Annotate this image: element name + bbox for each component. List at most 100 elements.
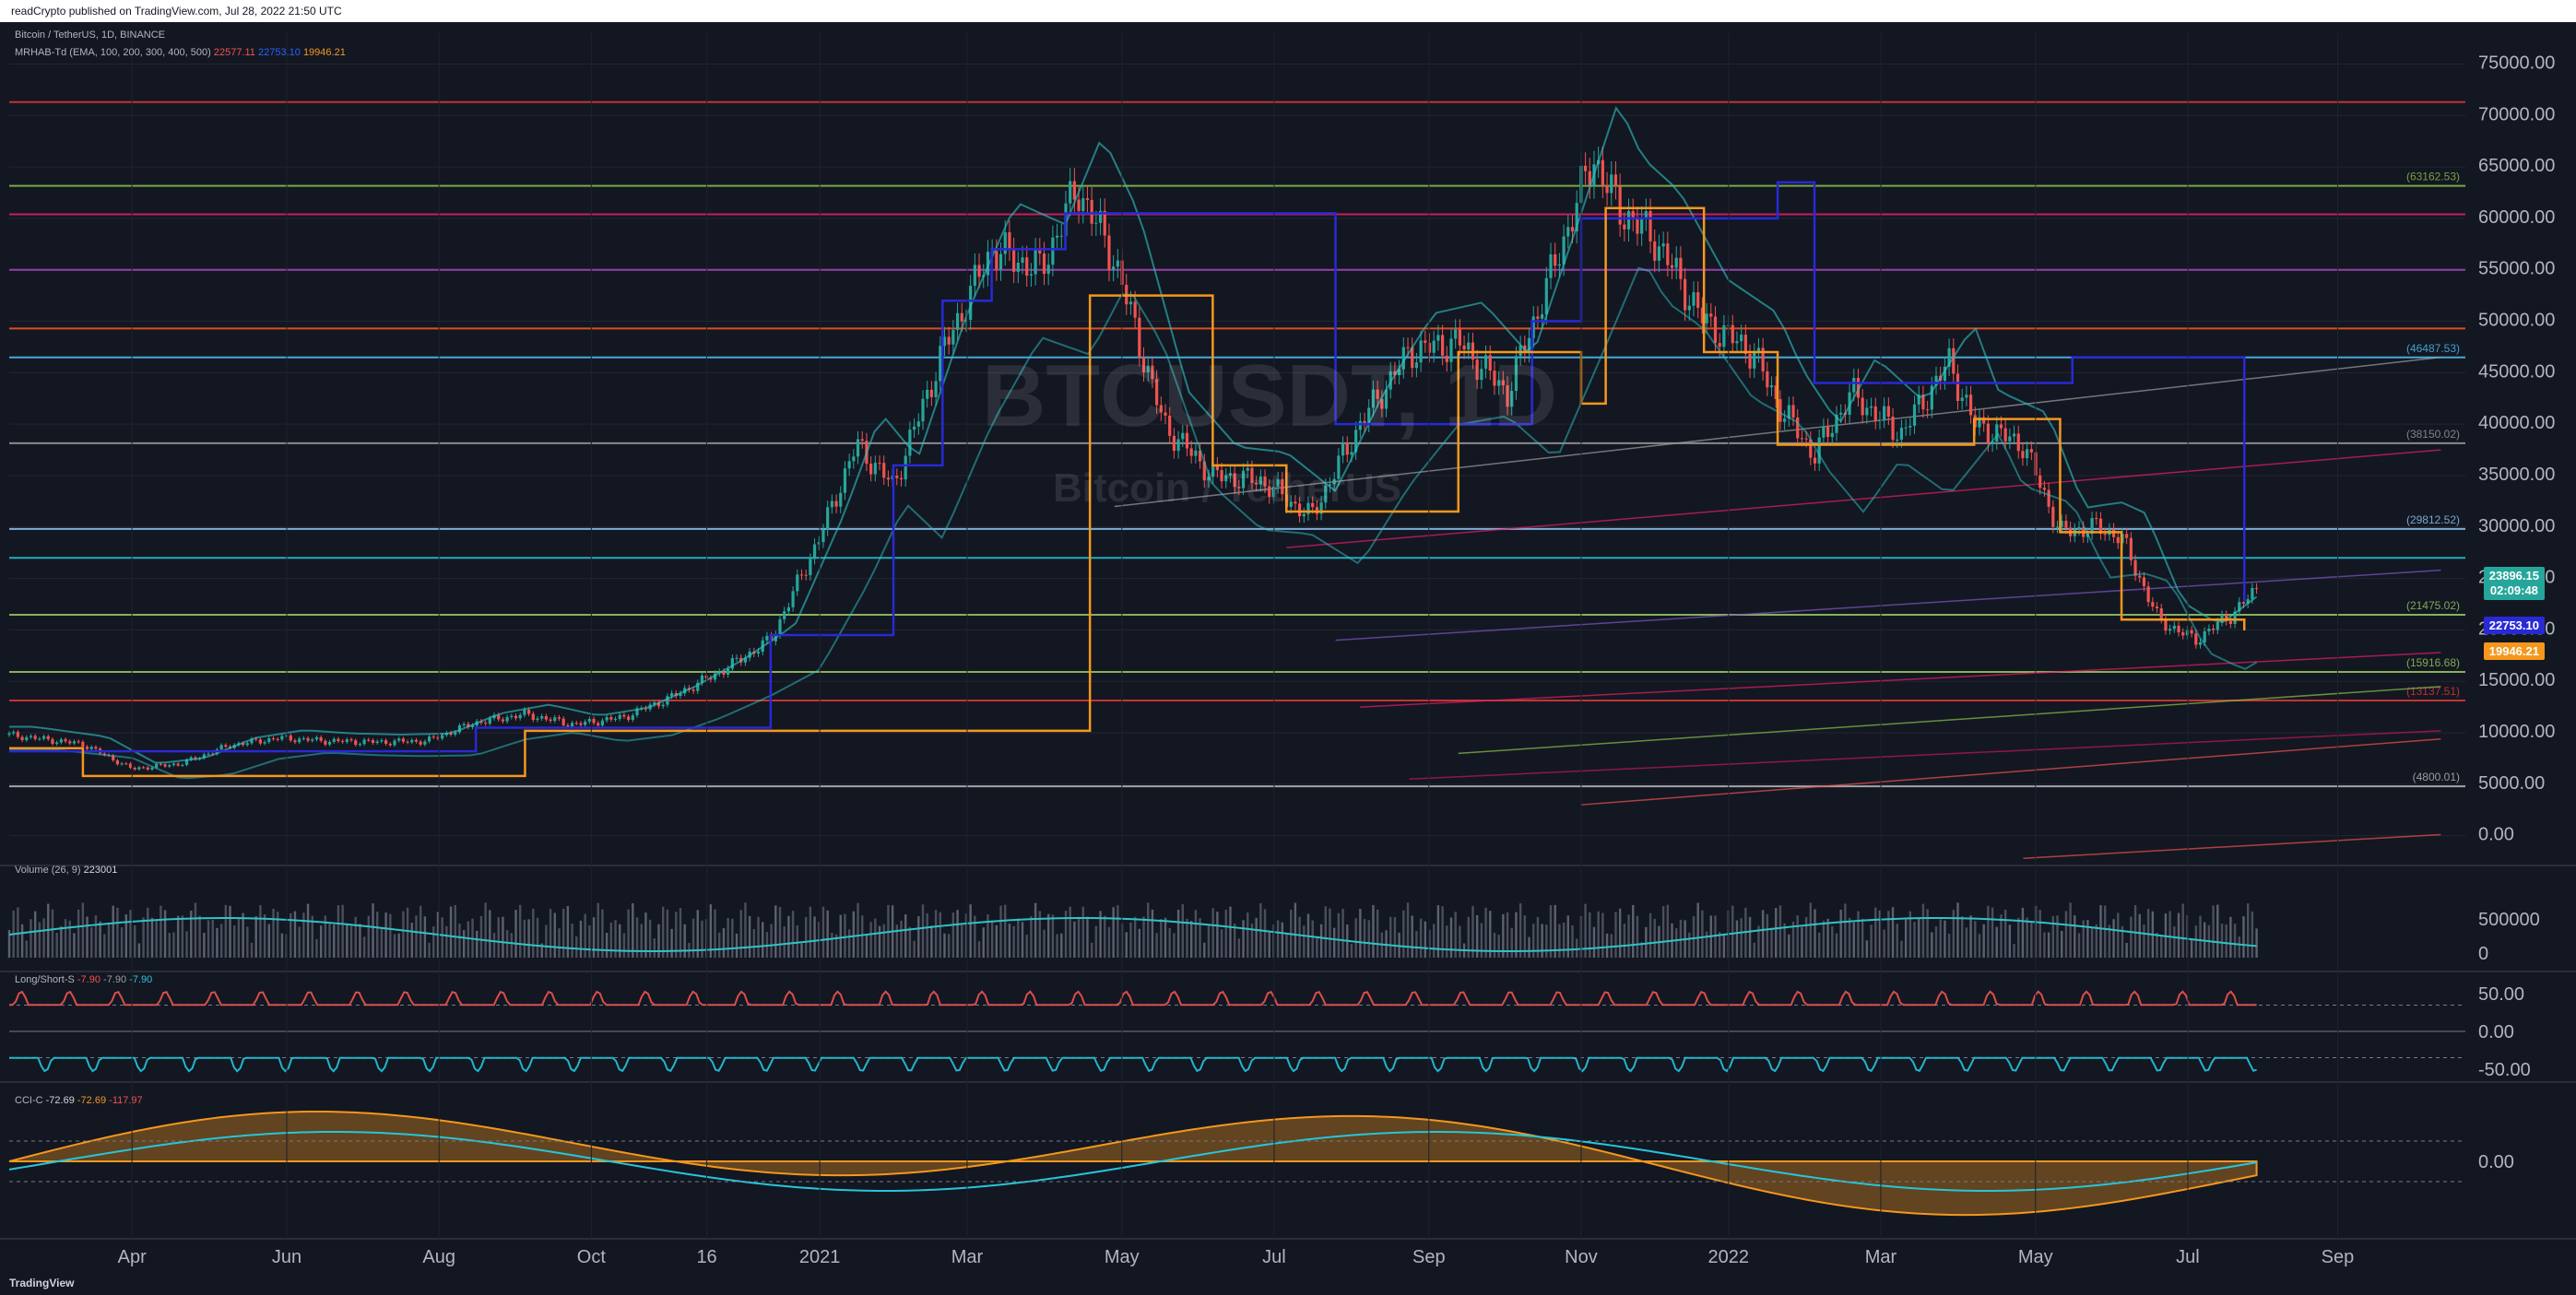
volume-bar [2212,905,2215,958]
candle-body [600,720,605,726]
legend-longshort[interactable]: Long/Short-S -7.90 -7.90 -7.90 [15,974,152,985]
volume-bar [1329,908,1331,958]
legend-cci[interactable]: CCI-C -72.69 -72.69 -117.97 [15,1095,143,1106]
volume-bar [691,918,695,958]
candle-body [1930,385,1933,410]
volume-bar [1804,916,1808,958]
candle-body [1185,432,1189,449]
candle-body [1908,425,1912,428]
volume-bar [137,943,141,958]
x-tick-label: Apr [118,1247,147,1267]
candle-body [12,732,16,734]
volume-bar [1030,915,1033,958]
candle-body [1912,404,1917,426]
candle-body [1146,365,1150,372]
volume-bar [1038,911,1042,958]
ls-value-1: -7.90 [77,974,100,985]
volume-bar [731,918,734,958]
y-tick-label: 30000.00 [2478,516,2555,536]
volume-bar [55,933,58,958]
volume-bar [1896,924,1898,958]
candle-body [20,736,24,741]
candle-body [1008,232,1011,250]
volume-bar [306,903,310,958]
candle-body [1228,473,1233,476]
candle-body [371,740,375,744]
volume-bar [1696,902,1699,958]
volume-bar [1991,907,1994,958]
candle-body [2016,433,2020,452]
x-tick-label: Sep [2322,1247,2355,1267]
volume-bar [359,924,361,958]
price-pane[interactable]: 75000.00 70000.00 65000.00 60000.00 55000.00… [0,53,2576,1240]
candle-body [727,668,730,675]
volume-bar [921,904,925,958]
candle-body [1155,379,1159,406]
legend-mrhab[interactable]: MRHAB-Td (EMA, 100, 200, 300, 400, 500) … [15,47,346,58]
volume-bar [1389,916,1392,958]
legend-symbol[interactable]: Bitcoin / TetherUS, 1D, BINANCE [15,29,165,41]
chart-canvas[interactable]: 75000.00 70000.00 65000.00 60000.00 55000.00… [0,22,2576,1272]
candle-body [1350,452,1353,455]
candle-body [1640,218,1644,234]
legend-volume[interactable]: Volume (26, 9) 223001 [15,865,117,876]
candle-body [1042,253,1046,275]
candle-body [1029,274,1034,276]
candle-body [16,732,19,737]
candle-body [1116,260,1119,267]
candle-body [419,741,422,745]
candle-body [380,740,384,742]
candle-body [1952,347,1956,374]
volume-bar [406,907,409,958]
volume-bar [1648,912,1652,958]
candle-body [1999,424,2003,429]
volume-bar [90,926,93,958]
candle-body [1306,502,1310,514]
volume-bar [1164,917,1167,958]
volume-tick: 500000 [2478,910,2540,930]
volume-bar [2086,920,2089,958]
volume-bar [1203,942,1206,958]
candle-body [1081,198,1085,211]
candle-body [1467,342,1471,350]
candle-body [691,689,695,691]
volume-bar [384,912,387,958]
last-price: 23896.15 [2488,569,2539,583]
volume-bar [1947,934,1951,958]
candle-body [137,767,141,770]
footer[interactable]: TradingView [0,1272,2576,1295]
volume-bar [834,934,838,958]
candle-body [1506,385,1509,407]
candle-body [942,336,947,347]
candle-body [1566,227,1570,237]
volume-bar [7,930,11,958]
volume-bar [2047,932,2050,958]
time-axis[interactable]: Apr Jun Aug Oct 16 2021 Mar May Jul Sep Nov 2022 Mar… [118,33,2355,1267]
candle-body [553,717,557,722]
candle-body [960,312,963,322]
candle-body [2238,602,2241,612]
candle-body [484,723,488,724]
volume-bar [2038,910,2041,958]
volume-bar [1285,933,1288,958]
cci-pane[interactable]: 0.00 [8,1111,2514,1217]
volume-pane[interactable]: 500000 0 [7,902,2540,964]
volume-bar [926,912,928,958]
volume-bar [1112,907,1115,958]
volume-bar [1835,933,1838,958]
volume-bar [2186,915,2189,958]
long-short-pane[interactable]: 50.00 0.00 -50.00 [9,984,2531,1080]
volume-bar [510,933,514,958]
candle-body [1700,307,1704,324]
volume-bar [1688,932,1691,958]
candle-body [1458,329,1461,346]
volume-bar [1770,927,1773,958]
volume-bar [1446,925,1448,958]
candle-body [2233,611,2237,625]
volume-bar [1199,918,1201,958]
volume-bar [1021,922,1024,958]
candle-body [1518,345,1522,357]
volume-bar [25,940,28,958]
candle-body [1657,246,1661,261]
volume-bar [1844,903,1847,958]
